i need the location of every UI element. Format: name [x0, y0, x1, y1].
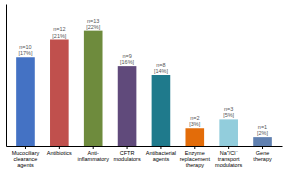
bar	[16, 57, 35, 146]
x-axis-line	[7, 146, 283, 147]
x-tick-label-line: modulators	[215, 162, 242, 168]
data-label: n=10[17%]	[18, 44, 33, 56]
data-label: n=13[22%]	[86, 18, 101, 30]
x-tick-mark	[127, 146, 128, 149]
data-label-line: [3%]	[189, 121, 200, 127]
x-tick-label: Anti-inflammatory	[77, 150, 109, 162]
x-tick: CFTRmodulators	[113, 146, 140, 162]
data-label: n=9[16%]	[120, 53, 135, 65]
x-tick-label-line: agents	[17, 162, 34, 168]
x-tick-label-line: Antibiotics	[47, 150, 72, 156]
x-tick-label-line: agents	[153, 156, 170, 162]
bars	[16, 31, 272, 146]
x-tick-mark	[228, 146, 229, 149]
data-label-line: [5%]	[223, 112, 234, 118]
x-tick-label: Antibiotics	[47, 150, 72, 156]
plot: Mucociliaryclearanceagents Antibiotics Ant…	[7, 5, 283, 169]
x-tick-mark	[160, 146, 161, 149]
x-tick: Na⁺/Cl⁻transportmodulators	[215, 146, 242, 168]
x-tick-label-line: inflammatory	[77, 156, 109, 162]
bar	[152, 75, 171, 146]
bar	[84, 31, 103, 146]
x-tick-label: CFTRmodulators	[113, 150, 140, 162]
x-tick-mark	[262, 146, 263, 149]
x-tick-label: Antibacterialagents	[146, 150, 176, 162]
x-tick-label: Enzymereplacementtherapy	[180, 150, 211, 168]
data-label: n=2[3%]	[189, 115, 200, 127]
bar	[253, 137, 272, 146]
data-label: n=3[5%]	[223, 106, 234, 118]
x-axis: Mucociliaryclearanceagents Antibiotics Ant…	[7, 146, 283, 168]
bar	[219, 119, 238, 146]
y-axis	[6, 5, 7, 147]
x-tick-label: Na⁺/Cl⁻transportmodulators	[215, 150, 242, 168]
data-label: n=1[2%]	[257, 124, 268, 136]
x-tick: Antibiotics	[47, 146, 72, 156]
x-tick-label: Mucociliaryclearanceagents	[12, 150, 40, 168]
data-label-line: [2%]	[257, 130, 268, 136]
data-label: n=8[14%]	[154, 62, 169, 74]
data-label-line: [22%]	[86, 24, 101, 30]
x-tick: Mucociliaryclearanceagents	[12, 146, 40, 168]
data-label-line: [21%]	[52, 33, 67, 39]
bar	[50, 40, 69, 147]
x-tick-mark	[93, 146, 94, 149]
x-tick-label-line: therapy	[186, 162, 205, 168]
data-label-line: [16%]	[120, 59, 135, 65]
x-tick: Anti-inflammatory	[77, 146, 109, 162]
x-tick: Genetherapy	[253, 146, 272, 162]
x-tick-label-line: modulators	[113, 156, 140, 162]
x-tick: Antibacterialagents	[146, 146, 176, 162]
x-tick-label: Genetherapy	[253, 150, 272, 162]
x-tick-mark	[59, 146, 60, 149]
data-label-line: [17%]	[18, 50, 33, 56]
data-labels: n=10[17%] n=12[21%] n=13[22%] n=9[16%] n=8[1…	[18, 18, 268, 137]
bar	[118, 66, 137, 146]
x-tick-mark	[25, 146, 26, 149]
x-tick-mark	[194, 146, 195, 149]
bar	[185, 128, 204, 146]
data-label: n=12[21%]	[52, 26, 67, 38]
chart: Mucociliaryclearanceagents Antibiotics Ant…	[0, 0, 286, 176]
y-axis-line	[6, 5, 7, 147]
x-tick-label-line: therapy	[253, 156, 272, 162]
x-tick: Enzymereplacementtherapy	[180, 146, 211, 168]
data-label-line: [14%]	[154, 68, 169, 74]
